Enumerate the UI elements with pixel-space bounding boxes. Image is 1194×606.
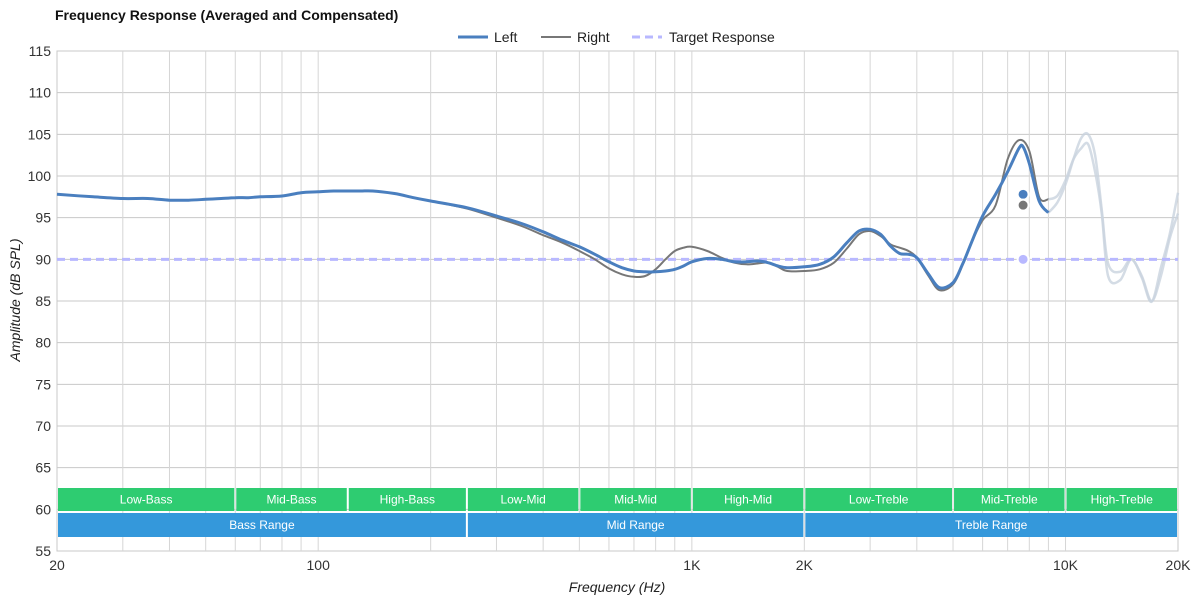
legend-item-target[interactable]: Target Response — [632, 29, 775, 45]
fine-range-band-label: Low-Bass — [120, 493, 173, 507]
y-tick-label: 75 — [35, 376, 51, 392]
x-tick-label: 20K — [1166, 557, 1192, 573]
y-tick-label: 100 — [28, 168, 52, 184]
fine-range-band[interactable] — [580, 488, 691, 511]
x-axis-ticks: 20 100 1K 2K 10K 20K — [49, 557, 1191, 573]
legend-label-target: Target Response — [669, 29, 775, 45]
y-tick-label: 115 — [29, 43, 52, 59]
y-tick-label: 110 — [29, 85, 52, 101]
fine-range-band[interactable] — [805, 488, 953, 511]
legend-item-left[interactable]: Left — [458, 29, 517, 45]
y-tick-label: 70 — [35, 418, 51, 434]
fine-range-band[interactable] — [58, 488, 235, 511]
fine-range-band[interactable] — [236, 488, 347, 511]
legend: Left Right Target Response — [458, 29, 775, 45]
y-axis-label: Amplitude (dB SPL) — [7, 239, 23, 363]
legend-item-right[interactable]: Right — [541, 29, 610, 45]
frequency-range-bands: Low-Bass Mid-Bass High-Bass Low-Mid Mid-Mid H… — [58, 488, 1177, 537]
x-tick-label: 10K — [1053, 557, 1079, 573]
x-axis-label: Frequency (Hz) — [569, 579, 665, 595]
y-tick-label: 105 — [28, 126, 52, 142]
marker-right[interactable] — [1016, 198, 1030, 212]
fine-range-band-label: Low-Mid — [500, 493, 545, 507]
y-tick-label: 80 — [35, 335, 51, 351]
y-tick-label: 55 — [35, 543, 51, 559]
y-tick-label: 95 — [35, 210, 51, 226]
chart-title: Frequency Response (Averaged and Compens… — [55, 7, 398, 23]
y-tick-label: 60 — [35, 501, 51, 517]
y-axis-ticks: 55 60 65 70 75 80 85 90 95 100 105 110 115 — [28, 43, 52, 559]
hover-markers — [1016, 187, 1030, 266]
fine-range-band-label: High-Treble — [1091, 493, 1154, 507]
coarse-range-band[interactable] — [805, 513, 1177, 537]
fine-range-band-label: Mid-Bass — [267, 493, 317, 507]
coarse-range-band-label: Treble Range — [955, 518, 1028, 532]
coarse-range-band-label: Mid Range — [607, 518, 665, 532]
fine-range-band[interactable] — [348, 488, 466, 511]
fine-range-band-label: High-Mid — [724, 493, 772, 507]
fine-range-band-label: Low-Treble — [849, 493, 909, 507]
fine-range-band[interactable] — [1066, 488, 1177, 511]
fine-range-band-label: Mid-Mid — [614, 493, 657, 507]
y-tick-label: 90 — [35, 251, 51, 267]
marker-left[interactable] — [1016, 187, 1030, 201]
fine-range-band-label: High-Bass — [380, 493, 435, 507]
legend-label-right: Right — [577, 29, 610, 45]
faded-curve — [1048, 141, 1180, 304]
coarse-range-band-label: Bass Range — [229, 518, 295, 532]
x-tick-label: 20 — [49, 557, 65, 573]
grid — [56, 50, 1179, 552]
y-tick-label: 65 — [35, 460, 51, 476]
coarse-range-band[interactable] — [467, 513, 804, 537]
y-tick-label: 85 — [35, 293, 51, 309]
x-tick-label: 2K — [796, 557, 814, 573]
legend-label-left: Left — [494, 29, 517, 45]
marker-target-response[interactable] — [1016, 252, 1030, 266]
fine-range-band[interactable] — [954, 488, 1065, 511]
fine-range-band-label: Mid-Treble — [981, 493, 1038, 507]
series-line-left — [56, 143, 1050, 290]
plot-area — [56, 131, 1180, 304]
x-tick-label: 1K — [683, 557, 701, 573]
fine-range-band[interactable] — [692, 488, 804, 511]
fine-range-band[interactable] — [467, 488, 579, 511]
x-tick-label: 100 — [307, 557, 331, 573]
coarse-range-band[interactable] — [58, 513, 466, 537]
